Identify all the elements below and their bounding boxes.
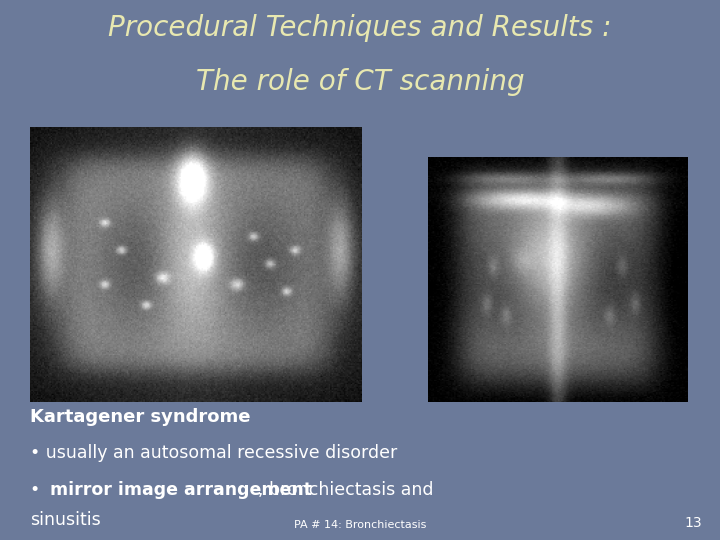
Text: • usually an autosomal recessive disorder: • usually an autosomal recessive disorde… bbox=[30, 444, 397, 462]
Text: 13: 13 bbox=[685, 516, 702, 530]
Text: Procedural Techniques and Results :: Procedural Techniques and Results : bbox=[108, 14, 612, 42]
Text: mirror image arrangement: mirror image arrangement bbox=[50, 481, 312, 499]
Text: sinusitis: sinusitis bbox=[30, 511, 101, 529]
Text: PA # 14: Bronchiectasis: PA # 14: Bronchiectasis bbox=[294, 520, 426, 530]
Text: , bronchiectasis and: , bronchiectasis and bbox=[258, 481, 433, 499]
Text: •: • bbox=[30, 481, 46, 499]
Text: Kartagener syndrome: Kartagener syndrome bbox=[30, 408, 251, 426]
Text: The role of CT scanning: The role of CT scanning bbox=[196, 68, 524, 96]
